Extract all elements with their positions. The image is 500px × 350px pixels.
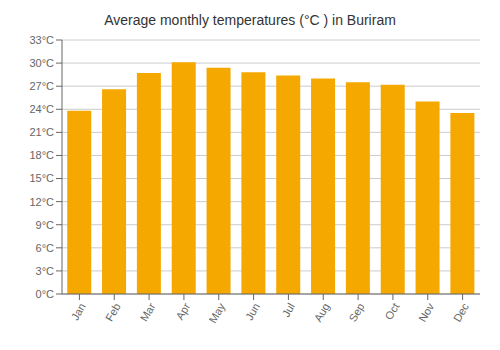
- svg-text:24°C: 24°C: [29, 103, 54, 115]
- svg-text:Jul: Jul: [279, 301, 296, 319]
- svg-text:Apr: Apr: [173, 301, 192, 322]
- svg-text:Aug: Aug: [312, 301, 332, 324]
- svg-text:6°C: 6°C: [36, 242, 55, 254]
- svg-text:12°C: 12°C: [29, 196, 54, 208]
- svg-text:Jan: Jan: [69, 301, 88, 322]
- svg-text:Feb: Feb: [103, 301, 123, 323]
- svg-text:3°C: 3°C: [36, 265, 55, 277]
- svg-text:21°C: 21°C: [29, 126, 54, 138]
- svg-text:9°C: 9°C: [36, 219, 55, 231]
- svg-text:Nov: Nov: [416, 300, 436, 323]
- svg-text:Jun: Jun: [243, 301, 262, 322]
- svg-text:Mar: Mar: [138, 301, 158, 324]
- svg-text:Oct: Oct: [382, 301, 401, 322]
- svg-text:May: May: [206, 300, 227, 324]
- svg-text:30°C: 30°C: [29, 57, 54, 69]
- svg-text:15°C: 15°C: [29, 172, 54, 184]
- html-text:Average monthly temperatures (: Average monthly temperatures (°C ) in Bu…: [104, 12, 396, 28]
- svg-text:18°C: 18°C: [29, 149, 54, 161]
- svg-text:Dec: Dec: [451, 300, 471, 323]
- svg-text:Sep: Sep: [346, 301, 366, 324]
- svg-text:27°C: 27°C: [29, 80, 54, 92]
- svg-text:33°C: 33°C: [29, 34, 54, 46]
- svg-text:0°C: 0°C: [36, 288, 55, 300]
